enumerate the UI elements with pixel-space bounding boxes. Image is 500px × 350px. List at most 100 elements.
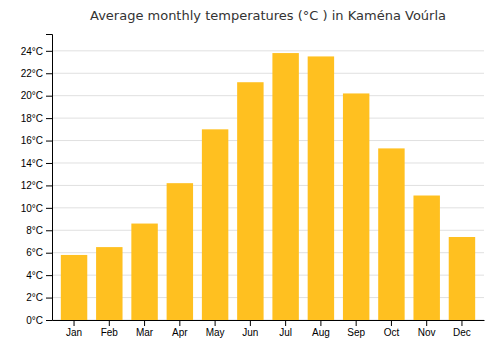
y-tick: 18°C xyxy=(21,113,52,124)
x-tick-label: Aug xyxy=(312,327,330,338)
y-tick-label: 2°C xyxy=(26,292,43,303)
plot-area: 0°C 2°C 4°C 6°C 8°C 10°C 12°C 14°C 16°C 18°C 20°C 2… xyxy=(21,35,485,339)
x-tick-mark xyxy=(426,320,427,326)
y-tick: 12°C xyxy=(21,180,52,191)
x-tick-label: Jan xyxy=(66,327,82,338)
y-tick-mark xyxy=(46,141,52,142)
y-axis: 0°C 2°C 4°C 6°C 8°C 10°C 12°C 14°C 16°C 18°C 20°C 2… xyxy=(21,35,53,326)
y-tick-label: 24°C xyxy=(21,46,43,57)
y-tick-mark xyxy=(46,163,52,164)
bar xyxy=(167,183,193,320)
x-tick: Dec xyxy=(453,320,471,338)
y-tick-mark xyxy=(46,51,52,52)
bar xyxy=(131,224,157,320)
grid-line xyxy=(52,50,484,51)
x-tick-mark xyxy=(179,320,180,326)
x-tick-mark xyxy=(356,320,357,326)
x-tick-label: Apr xyxy=(172,327,188,338)
y-tick-label: 14°C xyxy=(21,158,43,169)
y-tick-mark xyxy=(46,253,52,254)
grid-line xyxy=(52,95,484,96)
x-tick-mark xyxy=(109,320,110,326)
y-tick: 14°C xyxy=(21,158,52,169)
x-tick: Feb xyxy=(101,320,119,338)
grid-line xyxy=(52,73,484,74)
x-tick-mark xyxy=(285,320,286,326)
x-tick: Jan xyxy=(66,320,82,338)
x-tick-label: Nov xyxy=(418,327,436,338)
y-tick-label: 18°C xyxy=(21,113,43,124)
bar xyxy=(61,255,87,320)
x-tick-label: Feb xyxy=(101,327,119,338)
x-tick: May xyxy=(206,320,225,338)
grid-line xyxy=(52,140,484,141)
y-tick: 22°C xyxy=(21,68,52,79)
x-tick-label: May xyxy=(206,327,225,338)
x-tick-label: Mar xyxy=(136,327,154,338)
y-axis-line xyxy=(46,35,53,321)
y-tick-mark xyxy=(46,185,52,186)
grid-line xyxy=(52,118,484,119)
y-tick-label: 22°C xyxy=(21,68,43,79)
y-tick-label: 10°C xyxy=(21,203,43,214)
y-tick-label: 16°C xyxy=(21,135,43,146)
x-tick-mark xyxy=(391,320,392,326)
y-tick: 4°C xyxy=(26,270,52,281)
y-tick-mark xyxy=(46,118,52,119)
x-axis-line xyxy=(53,320,485,321)
x-tick-mark xyxy=(461,320,462,326)
bar xyxy=(272,53,298,320)
x-tick: Jul xyxy=(279,320,292,338)
y-tick: 0°C xyxy=(26,315,52,326)
y-tick-mark xyxy=(46,96,52,97)
x-tick-label: Oct xyxy=(384,327,400,338)
y-tick: 20°C xyxy=(21,90,52,101)
x-tick-label: Jul xyxy=(279,327,292,338)
x-tick-mark xyxy=(215,320,216,326)
y-tick: 10°C xyxy=(21,203,52,214)
y-tick: 6°C xyxy=(26,247,52,258)
y-tick-label: 20°C xyxy=(21,90,43,101)
y-tick-mark xyxy=(46,208,52,209)
bar xyxy=(308,56,334,320)
bar xyxy=(343,93,369,320)
y-tick-mark xyxy=(46,275,52,276)
bar xyxy=(96,247,122,320)
bar xyxy=(237,82,263,320)
y-tick: 2°C xyxy=(26,292,52,303)
x-tick: Nov xyxy=(418,320,436,338)
x-tick: Oct xyxy=(384,320,400,338)
x-tick-label: Sep xyxy=(347,327,365,338)
marks xyxy=(61,53,475,320)
x-tick: Sep xyxy=(347,320,365,338)
chart: 0°C 2°C 4°C 6°C 8°C 10°C 12°C 14°C 16°C 18°C 20°C 2… xyxy=(0,0,500,350)
x-tick-mark xyxy=(74,320,75,326)
x-tick-label: Jun xyxy=(242,327,258,338)
y-tick-label: 6°C xyxy=(26,247,43,258)
grid-line xyxy=(52,185,484,186)
x-axis: Jan Feb Mar Apr May Jun Jul Aug Sep Oct Nov Dec xyxy=(53,320,485,338)
x-tick-mark xyxy=(320,320,321,326)
x-tick-mark xyxy=(144,320,145,326)
bar xyxy=(449,237,475,320)
bar xyxy=(413,196,439,320)
y-tick-label: 12°C xyxy=(21,180,43,191)
x-tick: Apr xyxy=(172,320,188,338)
y-tick-mark xyxy=(46,73,52,74)
y-tick-mark xyxy=(46,230,52,231)
x-tick-mark xyxy=(250,320,251,326)
y-tick-label: 0°C xyxy=(26,315,43,326)
x-tick: Jun xyxy=(242,320,258,338)
grid-line xyxy=(52,162,484,163)
y-tick: 8°C xyxy=(26,225,52,236)
x-tick: Mar xyxy=(136,320,154,338)
y-tick-mark xyxy=(46,298,52,299)
x-tick: Aug xyxy=(312,320,330,338)
x-tick-label: Dec xyxy=(453,327,471,338)
bar xyxy=(202,129,228,320)
y-tick: 24°C xyxy=(21,46,52,57)
y-tick-label: 4°C xyxy=(26,270,43,281)
y-tick-label: 8°C xyxy=(26,225,43,236)
y-tick-mark xyxy=(46,320,52,321)
title: Average monthly temperatures (°C ) in Ka… xyxy=(90,8,446,23)
